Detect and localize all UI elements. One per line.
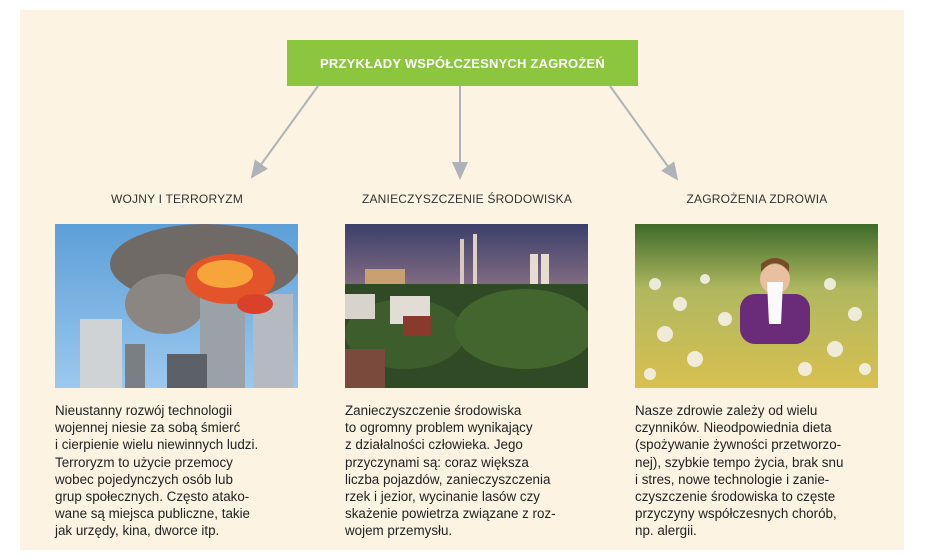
text-line: grup społecznych. Często atako- (55, 488, 315, 505)
title: PRZYKŁADY WSPÓŁCZESNYCH ZAGROŻEŃ (320, 56, 605, 71)
page: PRZYKŁADY WSPÓŁCZESNYCH ZAGROŻEŃ WOJNY I… (0, 0, 925, 558)
arrow (252, 86, 318, 177)
text-line: wane są miejsca publiczne, takie (55, 505, 315, 522)
text-line: przyczyny współczesnych chorób, (635, 505, 895, 522)
text-line: skażenie powietrza związane z roz- (345, 505, 605, 522)
photo-terrorism (55, 224, 298, 388)
text-line: liczba pojazdów, zanieczyszczenia (345, 471, 605, 488)
text-line: (spożywanie żywności przetworzo- (635, 436, 895, 453)
text-line: wojennej niesie za sobą śmierć (55, 419, 315, 436)
text-line: Zanieczyszczenie środowiska (345, 402, 605, 419)
text-line: rzek i jezior, wycinanie lasów czy (345, 488, 605, 505)
text-line: i stres, nowe technologie i zanie- (635, 471, 895, 488)
arrow (610, 86, 677, 179)
text-line: Nieustanny rozwój technologii (55, 402, 315, 419)
text-line: i cierpienie wielu niewinnych ludzi. (55, 436, 315, 453)
text-line: np. alergii. (635, 522, 895, 539)
text-line: przyczynami są: coraz większa (345, 454, 605, 471)
text-line: Nasze zdrowie zależy od wielu (635, 402, 895, 419)
text-line: jak urzędy, kina, dworce itp. (55, 522, 315, 539)
text-line: czyszczenie środowiska to częste (635, 488, 895, 505)
photo-pollution (345, 224, 588, 388)
column-heading: WOJNY I TERRORYZM (55, 192, 299, 206)
text-line: czynników. Nieodpowiednia dieta (635, 419, 895, 436)
text-line: wobec pojedynczych osób lub (55, 471, 315, 488)
column-heading: ZAGROŻENIA ZDROWIA (635, 192, 879, 206)
photo-health (635, 224, 878, 388)
title-box: PRZYKŁADY WSPÓŁCZESNYCH ZAGROŻEŃ (287, 40, 638, 86)
text-line: wojem przemysłu. (345, 522, 605, 539)
text-line: to ogromny problem wynikający (345, 419, 605, 436)
text-line: nej), szybkie tempo życia, brak snu (635, 454, 895, 471)
text-line: z działalności człowieka. Jego (345, 436, 605, 453)
column-heading: ZANIECZYSZCZENIE ŚRODOWISKA (345, 192, 589, 206)
text-line: Terroryzm to użycie przemocy (55, 454, 315, 471)
